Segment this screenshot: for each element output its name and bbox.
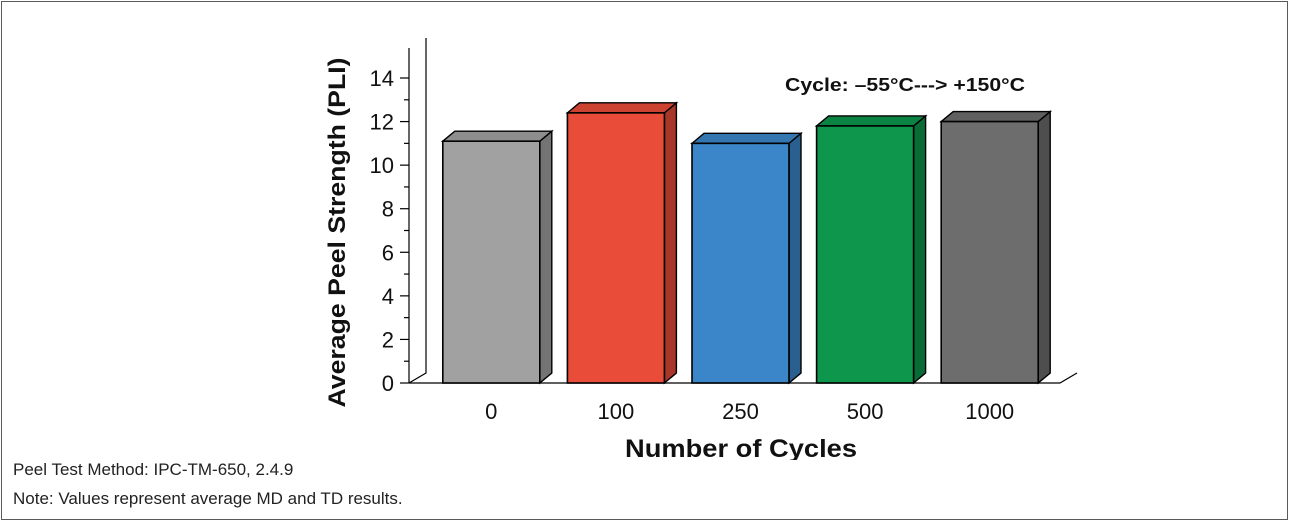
peel-strength-chart: 0 2 4 6 8 10 12 14 0 100 250 500 1000 Average Peel St… (324, 38, 1078, 460)
cycle-annotation: Cycle: –55°C---> +150°C (785, 75, 1025, 95)
bar-side-face (663, 101, 678, 385)
x-axis-title: Number of Cycles (625, 435, 857, 460)
bar-side-face (1037, 110, 1051, 385)
bar-side-face (912, 114, 927, 385)
y-tick-label: 6 (382, 240, 394, 265)
y-tick-label: 10 (370, 153, 394, 178)
test-method-note: Peel Test Method: IPC-TM-650, 2.4.9 (13, 460, 294, 479)
values-note: Note: Values represent average MD and TD… (13, 489, 403, 508)
bar (566, 112, 666, 384)
x-tick-label: 500 (847, 399, 884, 424)
bar-top-face (939, 110, 1053, 123)
y-tick-label: 4 (382, 284, 394, 309)
bar (691, 142, 790, 384)
y-axis-title: Average Peel Strength (PLI) (324, 58, 351, 408)
figure-notes: Peel Test Method: IPC-TM-650, 2.4.9 Note… (13, 460, 403, 518)
y-tick-label: 2 (382, 327, 394, 352)
bar-top-face (690, 132, 803, 145)
bar (815, 125, 915, 384)
bar (940, 120, 1040, 384)
y-tick-label: 0 (382, 371, 394, 396)
y-tick-label: 8 (382, 197, 394, 222)
y-axis-line (408, 38, 427, 384)
x-tick-label: 1000 (965, 399, 1014, 424)
bar-side-face (788, 131, 802, 385)
bar-top-face (565, 102, 679, 114)
bar-side-face (539, 129, 553, 385)
bar-top-face (440, 130, 554, 142)
x-tick-label: 0 (485, 399, 497, 424)
y-tick-label: 14 (370, 66, 394, 91)
bar-top-face (814, 115, 928, 127)
bar (441, 140, 541, 384)
x-tick-label: 100 (598, 399, 635, 424)
x-tick-label: 250 (722, 399, 759, 424)
y-tick-label: 12 (370, 110, 394, 135)
